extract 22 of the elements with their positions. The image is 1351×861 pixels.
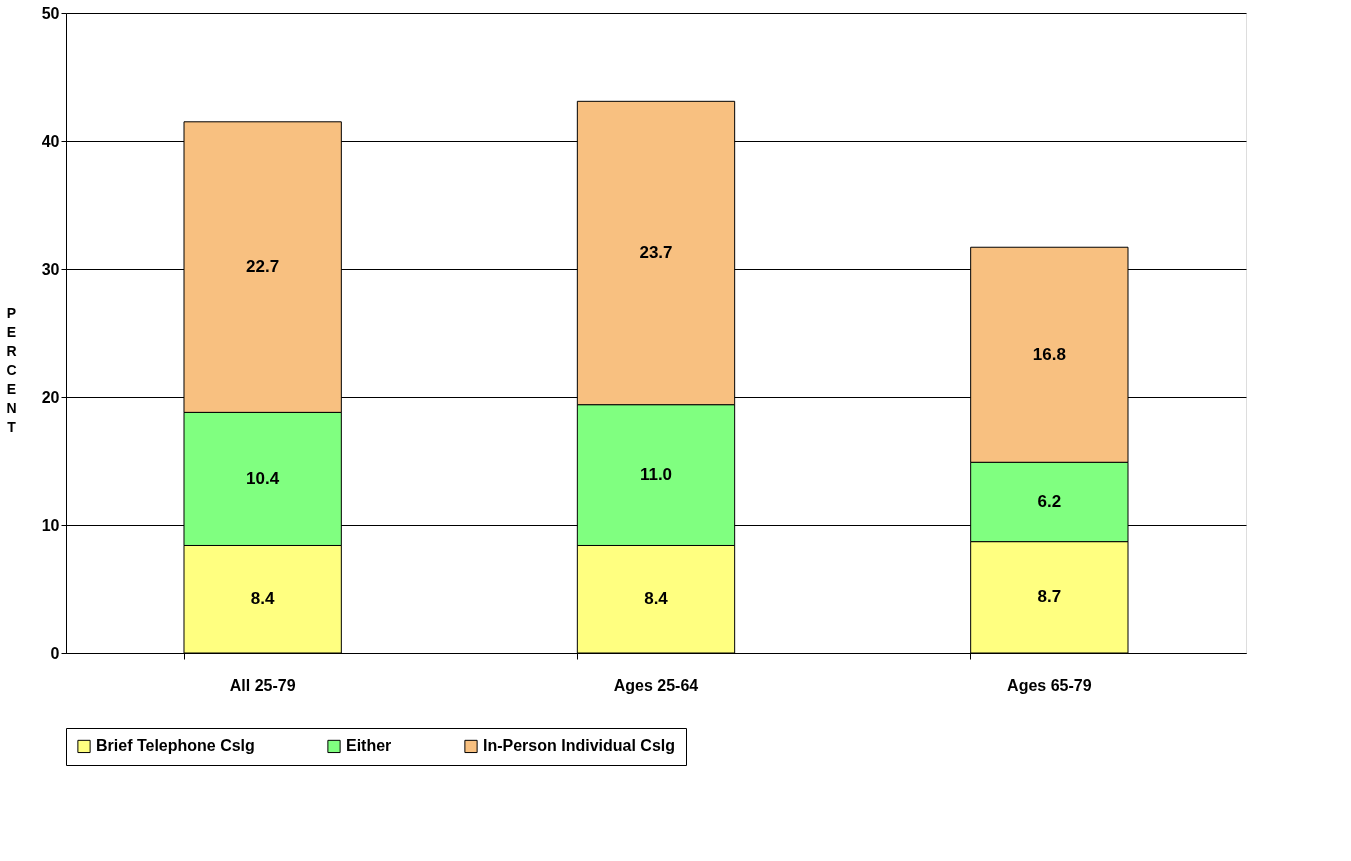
x-tick-label: Ages 25-64 [613,676,699,694]
data-label: 16.8 [1032,344,1066,364]
legend-label: Brief Telephone Cslg [96,737,255,755]
legend-label: In-Person Individual Cslg [483,737,676,755]
y-tick-label: 0 [50,644,60,662]
y-tick-label: 50 [41,4,60,22]
data-label: 11.0 [639,465,673,485]
data-label: 23.7 [639,243,673,262]
data-label: 8.4 [644,589,669,609]
x-tick-label: Ages 65-79 [1007,676,1092,694]
y-tick-label: 20 [41,388,60,406]
y-axis-title: PERCENT [6,304,17,435]
data-label: 10.4 [246,468,280,488]
data-label: 8.7 [1037,587,1062,607]
data-label: 22.7 [246,257,280,277]
legend-label: Either [346,737,392,755]
data-label: 8.4 [250,589,276,609]
y-tick-label: 40 [41,132,60,150]
data-label: 6.2 [1037,491,1062,511]
y-tick-label: 10 [41,516,60,534]
x-tick-label: All 25-79 [229,676,296,694]
y-tick-label: 30 [41,260,60,278]
